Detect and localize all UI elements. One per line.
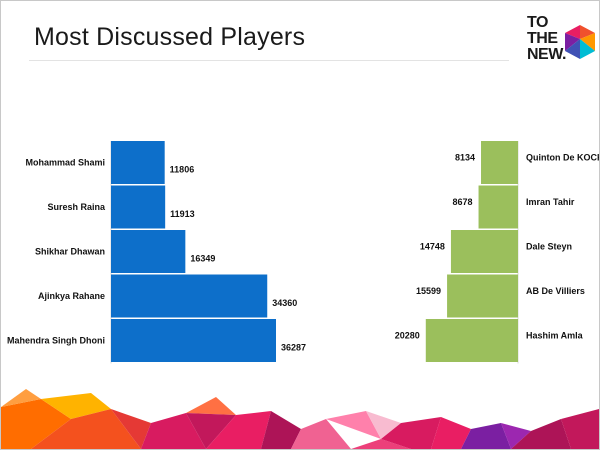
logo-gem-icon <box>565 25 595 59</box>
left-value-label: 16349 <box>190 254 215 264</box>
left-value-label: 11806 <box>170 165 195 175</box>
right-bar <box>481 141 518 184</box>
right-value-label: 14748 <box>420 242 445 252</box>
right-category-label: AB De Villiers <box>526 286 585 296</box>
left-value-label: 36287 <box>281 343 306 353</box>
left-category-label: Shikhar Dhawan <box>35 247 105 257</box>
left-category-label: Mahendra Singh Dhoni <box>7 336 105 346</box>
left-value-label: 11913 <box>170 209 195 219</box>
left-bar <box>111 319 276 362</box>
right-bar <box>478 185 518 229</box>
right-category-label: Quinton De KOCK <box>526 153 599 163</box>
right-value-label: 20280 <box>395 331 420 341</box>
right-value-label: 8134 <box>455 153 475 163</box>
right-category-label: Hashim Amla <box>526 331 584 341</box>
right-bar <box>447 274 518 318</box>
left-bar <box>111 141 165 184</box>
company-logo: TO THE NEW. <box>527 15 595 71</box>
left-category-label: Mohammad Shami <box>25 158 105 168</box>
right-category-label: Dale Steyn <box>526 242 572 252</box>
chart: Mohammad Shami 11806 Suresh Raina 11913 Shik… <box>7 141 599 364</box>
decorative-footer-polygons <box>1 389 599 449</box>
left-bar <box>111 274 268 318</box>
left-category-label: Suresh Raina <box>47 202 106 212</box>
right-value-label: 15599 <box>416 286 441 296</box>
page-title: Most Discussed Players <box>34 23 306 51</box>
right-bar <box>450 230 518 273</box>
left-category-label: Ajinkya Rahane <box>38 291 105 301</box>
left-bar <box>111 185 166 229</box>
right-bar <box>425 319 518 362</box>
logo-wordmark: TO THE NEW. <box>527 14 566 63</box>
title-divider <box>29 60 509 61</box>
left-value-label: 34360 <box>272 298 297 308</box>
left-bar <box>111 230 186 273</box>
right-category-label: Imran Tahir <box>526 197 575 207</box>
right-value-label: 8678 <box>453 197 473 207</box>
